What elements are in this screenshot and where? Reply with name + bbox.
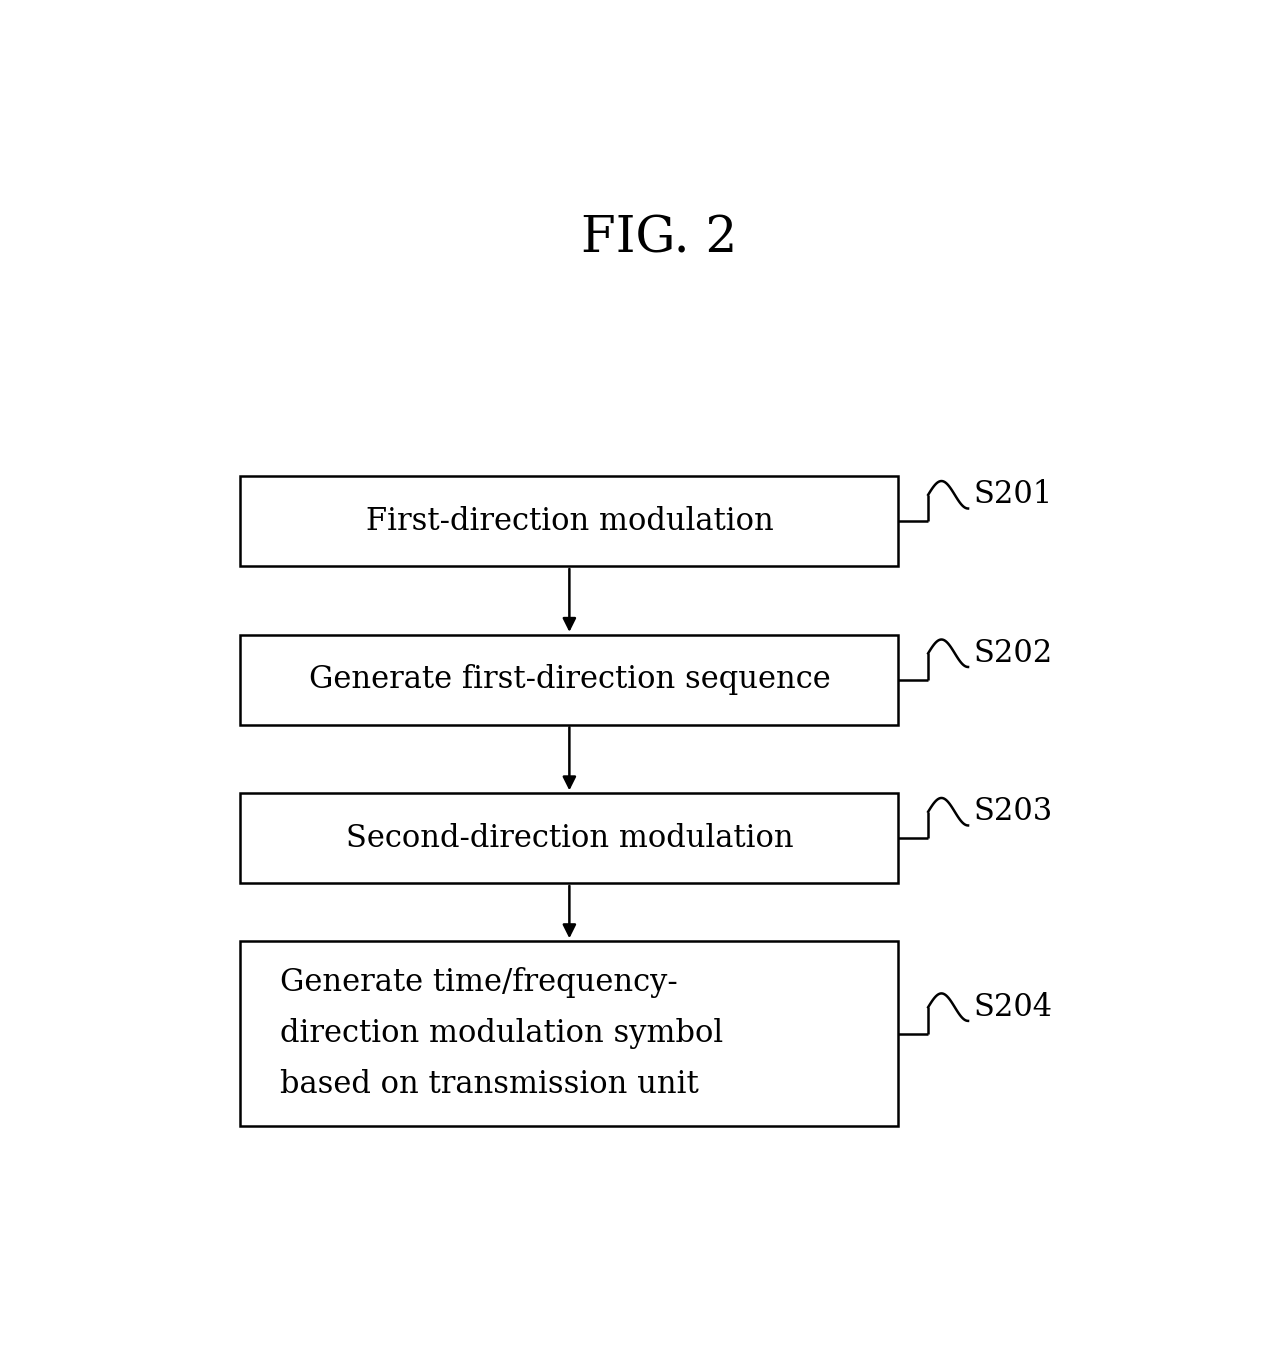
- FancyBboxPatch shape: [240, 476, 898, 567]
- Text: Generate first-direction sequence: Generate first-direction sequence: [309, 664, 831, 696]
- FancyBboxPatch shape: [240, 635, 898, 724]
- Text: S201: S201: [974, 479, 1052, 510]
- Text: based on transmission unit: based on transmission unit: [280, 1069, 700, 1100]
- Text: First-direction modulation: First-direction modulation: [365, 506, 773, 536]
- Text: Second-direction modulation: Second-direction modulation: [346, 823, 793, 853]
- Text: S204: S204: [974, 992, 1052, 1022]
- FancyBboxPatch shape: [240, 941, 898, 1126]
- Text: S202: S202: [974, 638, 1052, 668]
- Text: FIG. 2: FIG. 2: [581, 214, 737, 263]
- Text: direction modulation symbol: direction modulation symbol: [280, 1018, 724, 1050]
- Text: Generate time/frequency-: Generate time/frequency-: [280, 967, 678, 999]
- FancyBboxPatch shape: [240, 793, 898, 884]
- Text: S203: S203: [974, 796, 1052, 827]
